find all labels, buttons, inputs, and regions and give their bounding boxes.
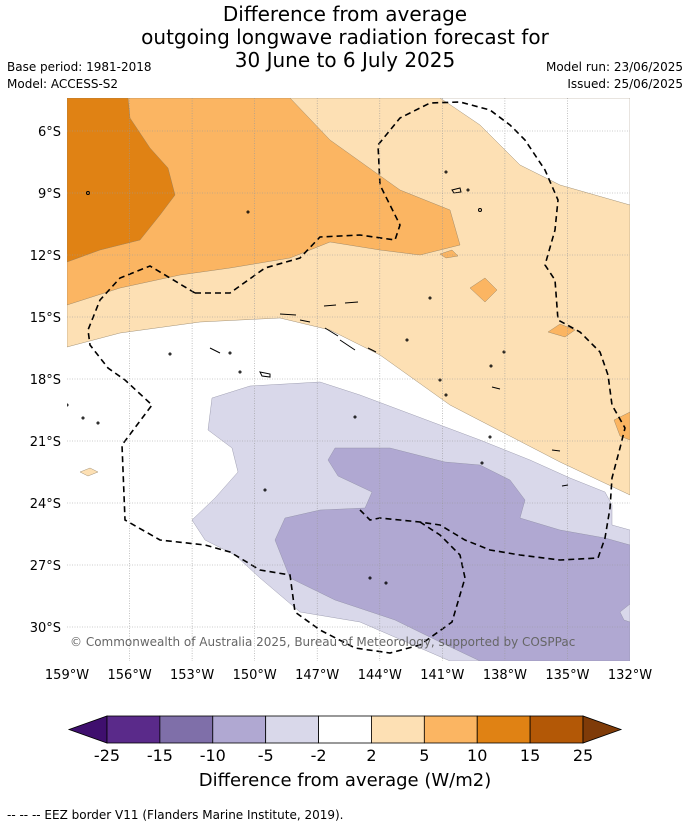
colorbar-swatch <box>265 715 319 744</box>
anomaly-5-to-10-patch <box>547 323 576 338</box>
colorbar-swatch <box>529 715 584 744</box>
lat-label: 24°S <box>30 497 61 512</box>
colorbar-swatch <box>371 715 425 744</box>
colorbar-tick-label: -15 <box>147 746 173 765</box>
map-title-line-1: Difference from average <box>222 2 468 26</box>
colorbar-tick-label: -10 <box>200 746 226 765</box>
meta-right: Model run: 23/06/2025 Issued: 25/06/2025 <box>546 59 683 93</box>
colorbar-swatch <box>106 715 161 744</box>
map-title-line-2: outgoing longwave radiation forecast for <box>141 25 549 49</box>
lat-label: 21°S <box>30 435 61 450</box>
eez-footnote: -- -- -- EEZ border V11 (Flanders Marine… <box>7 808 344 822</box>
lat-label: 18°S <box>30 373 61 388</box>
colorbar-tick-label: -5 <box>258 746 274 765</box>
lat-label: 15°S <box>30 311 61 326</box>
lat-label: 30°S <box>30 621 61 636</box>
anomaly-5-to-10-patch <box>79 467 99 477</box>
colorbar: -25 -15 -10 -5 -2 2 5 10 15 25 <box>67 715 623 765</box>
colorbar-tick-label: -25 <box>94 746 120 765</box>
lon-label: 153°W <box>170 668 214 683</box>
anomaly-5-to-10-patch <box>613 411 630 441</box>
copyright-notice: © Commonwealth of Australia 2025, Bureau… <box>70 635 575 649</box>
colorbar-swatch <box>212 715 267 744</box>
lon-label: 156°W <box>108 668 152 683</box>
anomaly-5-to-10-region <box>67 98 461 306</box>
colorbar-swatch <box>476 715 531 744</box>
colorbar-label: Difference from average (W/m2) <box>198 770 492 791</box>
islands <box>67 170 569 585</box>
meta-left: Base period: 1981-2018 Model: ACCESS-S2 <box>7 59 152 93</box>
lon-label: 150°W <box>233 668 277 683</box>
map-title-line-3: 30 June to 6 July 2025 <box>234 48 456 72</box>
colorbar-tick-label: -2 <box>311 746 327 765</box>
colorbar-extend-low <box>67 715 108 744</box>
lon-label: 147°W <box>295 668 339 683</box>
colorbar-tick-label: 25 <box>573 746 593 765</box>
model-run-text: Model run: 23/06/2025 <box>545 60 683 74</box>
lon-label: 132°W <box>608 668 652 683</box>
colorbar-swatch <box>423 715 478 744</box>
lon-label: 159°W <box>45 668 89 683</box>
colorbar-extend-high <box>582 715 623 744</box>
colorbar-swatch <box>318 715 372 744</box>
latitude-labels: 6°S 9°S 12°S 15°S 18°S 21°S 24°S 27°S 30… <box>30 125 61 636</box>
colorbar-tick-label: 15 <box>520 746 540 765</box>
model-text: Model: ACCESS-S2 <box>7 77 119 91</box>
colorbar-tick-label: 10 <box>467 746 487 765</box>
lon-label: 141°W <box>420 668 464 683</box>
map-plot-area: © Commonwealth of Australia 2025, Bureau… <box>67 98 630 661</box>
longitude-labels: 159°W 156°W 153°W 150°W 147°W 144°W 141°… <box>45 668 652 683</box>
colorbar-tick-label: 2 <box>366 746 376 765</box>
lat-label: 9°S <box>38 187 61 202</box>
base-period-text: Base period: 1981-2018 <box>7 60 152 74</box>
anomaly-minus-5-to-minus-2-patch <box>619 603 630 623</box>
lon-label: 138°W <box>483 668 527 683</box>
lat-label: 6°S <box>38 125 61 140</box>
lat-label: 12°S <box>30 249 61 264</box>
anomaly-5-to-10-patch <box>469 277 498 303</box>
anomaly-5-to-10-patch <box>439 249 459 259</box>
anomaly-minus-10-to-minus-5-region <box>274 447 630 661</box>
colorbar-swatch <box>159 715 214 744</box>
colorbar-tick-label: 5 <box>419 746 429 765</box>
lat-label: 27°S <box>30 559 61 574</box>
eez-borders <box>87 101 626 654</box>
lon-label: 135°W <box>545 668 589 683</box>
issued-text: Issued: 25/06/2025 <box>567 77 683 91</box>
lon-label: 144°W <box>358 668 402 683</box>
near-normal-hole <box>439 98 630 206</box>
